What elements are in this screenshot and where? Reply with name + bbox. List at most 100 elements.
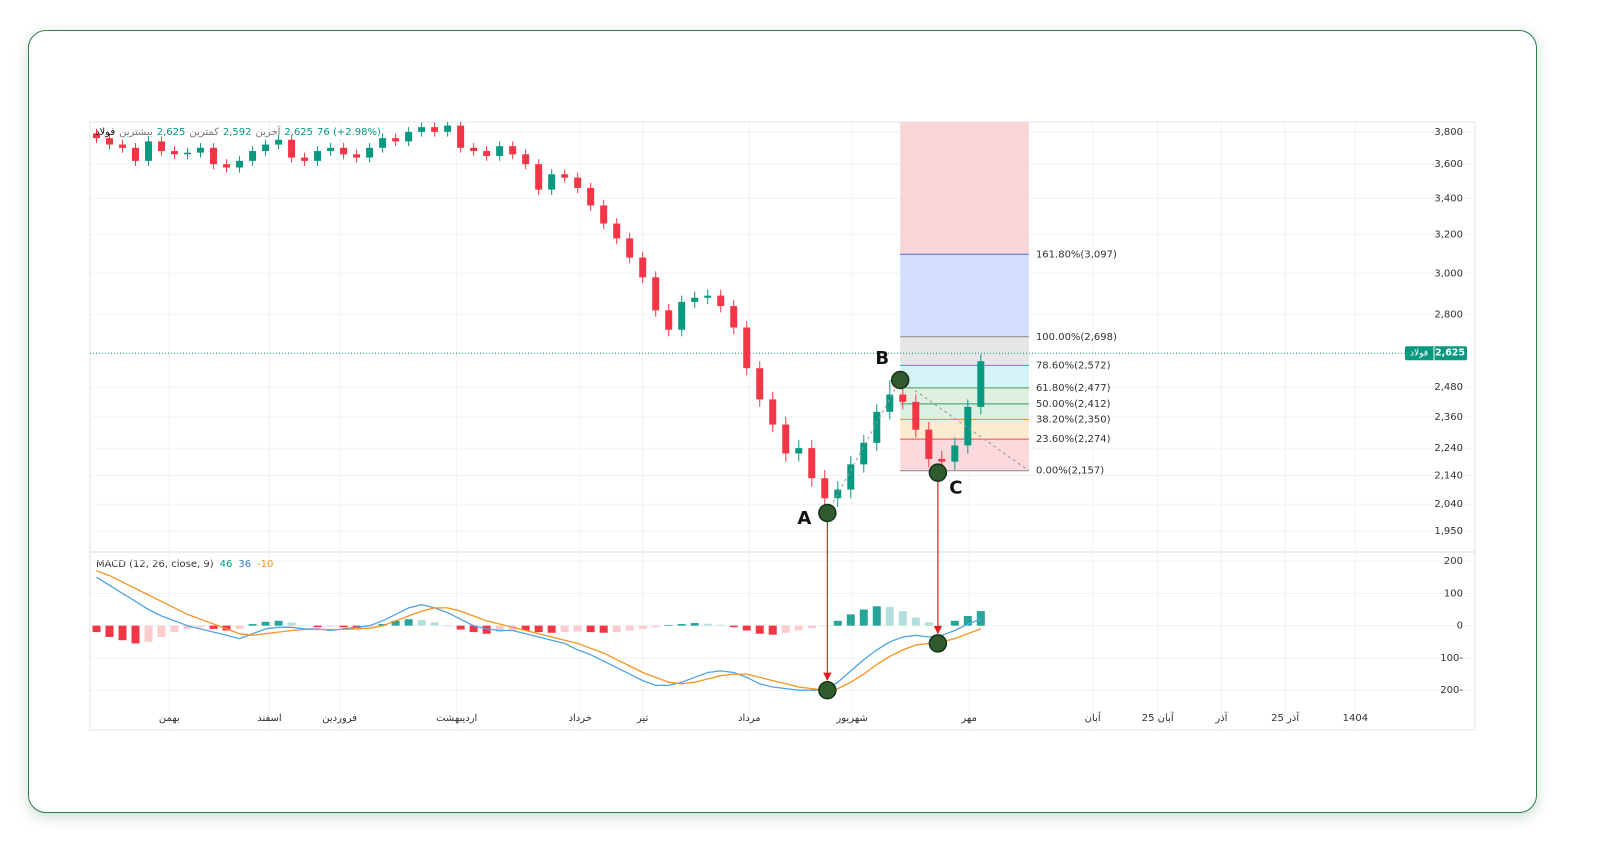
x-tick-label: خرداد — [569, 713, 592, 724]
candle-body — [327, 147, 335, 152]
y-tick-label: 2,480 — [1434, 382, 1463, 393]
x-tick-label: شهریور — [835, 713, 867, 724]
candle-body — [379, 138, 387, 148]
histogram-bar — [105, 625, 114, 637]
candle-body — [483, 151, 491, 156]
histogram-bar — [911, 617, 920, 626]
x-tick-label: 1404 — [1343, 713, 1368, 724]
histogram-bar — [313, 625, 322, 628]
histogram-bar — [638, 625, 647, 629]
histogram-bar — [820, 625, 829, 627]
candle-body — [496, 146, 504, 156]
candle-body — [964, 406, 972, 446]
candles — [93, 122, 985, 513]
histogram-bar — [508, 625, 517, 631]
legend-item: 2,625 — [157, 127, 186, 138]
candle-body — [93, 133, 101, 139]
y-tick-label: 0 — [1457, 621, 1463, 632]
histogram-bar — [781, 625, 790, 633]
histogram-bar — [456, 625, 465, 630]
histogram-bar — [703, 623, 712, 626]
histogram-bar — [794, 625, 803, 631]
candle-body — [262, 144, 270, 152]
histogram-bar — [326, 625, 335, 627]
last-price-label: 2,625 — [1435, 348, 1465, 359]
histogram-bar — [118, 625, 127, 641]
histogram-bar — [521, 625, 530, 631]
fib-label: 0.00%(2,157) — [1036, 466, 1104, 477]
histogram-bar — [131, 625, 140, 644]
candle-body — [600, 205, 608, 224]
candle-body — [834, 489, 842, 499]
histogram-bar — [183, 625, 192, 629]
histogram-bar — [144, 625, 153, 642]
last-price-tag — [1405, 346, 1467, 361]
point-label: B — [875, 348, 889, 369]
histogram-bar — [339, 625, 348, 628]
candle-body — [678, 301, 686, 330]
macd-legend-value: 36 — [238, 559, 251, 570]
histogram-bar — [755, 625, 764, 634]
histogram-bar — [937, 625, 946, 626]
legend-item: 76 (+2.98%) — [317, 127, 381, 138]
y-tick-label: 3,600 — [1434, 159, 1463, 170]
candle-body — [418, 127, 426, 132]
histogram-bar — [651, 625, 660, 628]
histogram-bar — [885, 606, 894, 626]
y-tick-label: 2,140 — [1434, 470, 1463, 481]
y-tick-label: 200 — [1444, 556, 1463, 567]
histogram-bar — [677, 624, 686, 626]
y-tick-label: 2,800 — [1434, 310, 1463, 321]
y-tick-label: 100- — [1440, 653, 1463, 664]
x-tick-label: اردیبهشت — [436, 713, 477, 724]
trend-line — [899, 379, 1030, 472]
histogram-bar — [235, 625, 244, 629]
legend-item: کمترین — [189, 127, 219, 138]
histogram-bar — [274, 620, 283, 626]
histogram-bar — [391, 620, 400, 626]
histogram-bar — [859, 609, 868, 626]
candle-body — [691, 297, 699, 302]
fib-label: 23.60%(2,274) — [1036, 434, 1111, 445]
x-tick-label: تیر — [636, 713, 649, 724]
candle-body — [652, 277, 660, 311]
plot-frame — [89, 121, 1476, 731]
candle-body — [509, 146, 517, 155]
candle-body — [860, 442, 868, 465]
macd-title: MACD (12, 26, close, 9) — [96, 559, 214, 570]
fib-label: 50.00%(2,412) — [1036, 399, 1111, 410]
histogram-bar — [560, 625, 569, 633]
x-tick-label: 25 آبان — [1142, 711, 1175, 724]
candle-body — [197, 147, 205, 153]
candle-body — [639, 257, 647, 278]
candle-body — [353, 154, 361, 158]
histogram-bar — [924, 622, 933, 626]
legend-item: فولاد — [95, 127, 115, 138]
x-tick-label: فروردین — [322, 713, 357, 724]
histogram-bar — [92, 625, 101, 633]
fib-label: 38.20%(2,350) — [1036, 414, 1111, 425]
candle-body — [795, 448, 803, 454]
point-marker — [818, 503, 837, 523]
candle-body — [548, 174, 556, 190]
fib-label: 78.60%(2,572) — [1036, 360, 1111, 371]
candle-body — [522, 154, 530, 165]
candle-body — [340, 147, 348, 155]
histogram-bar — [196, 625, 205, 628]
y-tick-label: 3,000 — [1434, 268, 1463, 279]
candle-body — [756, 368, 764, 400]
histogram-bar — [807, 625, 816, 629]
histogram-bar — [209, 625, 218, 629]
histogram-bar — [976, 611, 985, 626]
histogram-bar — [430, 622, 439, 626]
x-tick-label: اسفند — [257, 713, 281, 724]
macd-legend-value: -10 — [257, 559, 273, 570]
candle-body — [808, 448, 816, 479]
point-label: C — [949, 478, 962, 499]
fib-band — [900, 387, 1029, 404]
histogram-bar — [612, 625, 621, 633]
histogram-bar — [690, 623, 699, 626]
fib-band — [900, 336, 1029, 366]
